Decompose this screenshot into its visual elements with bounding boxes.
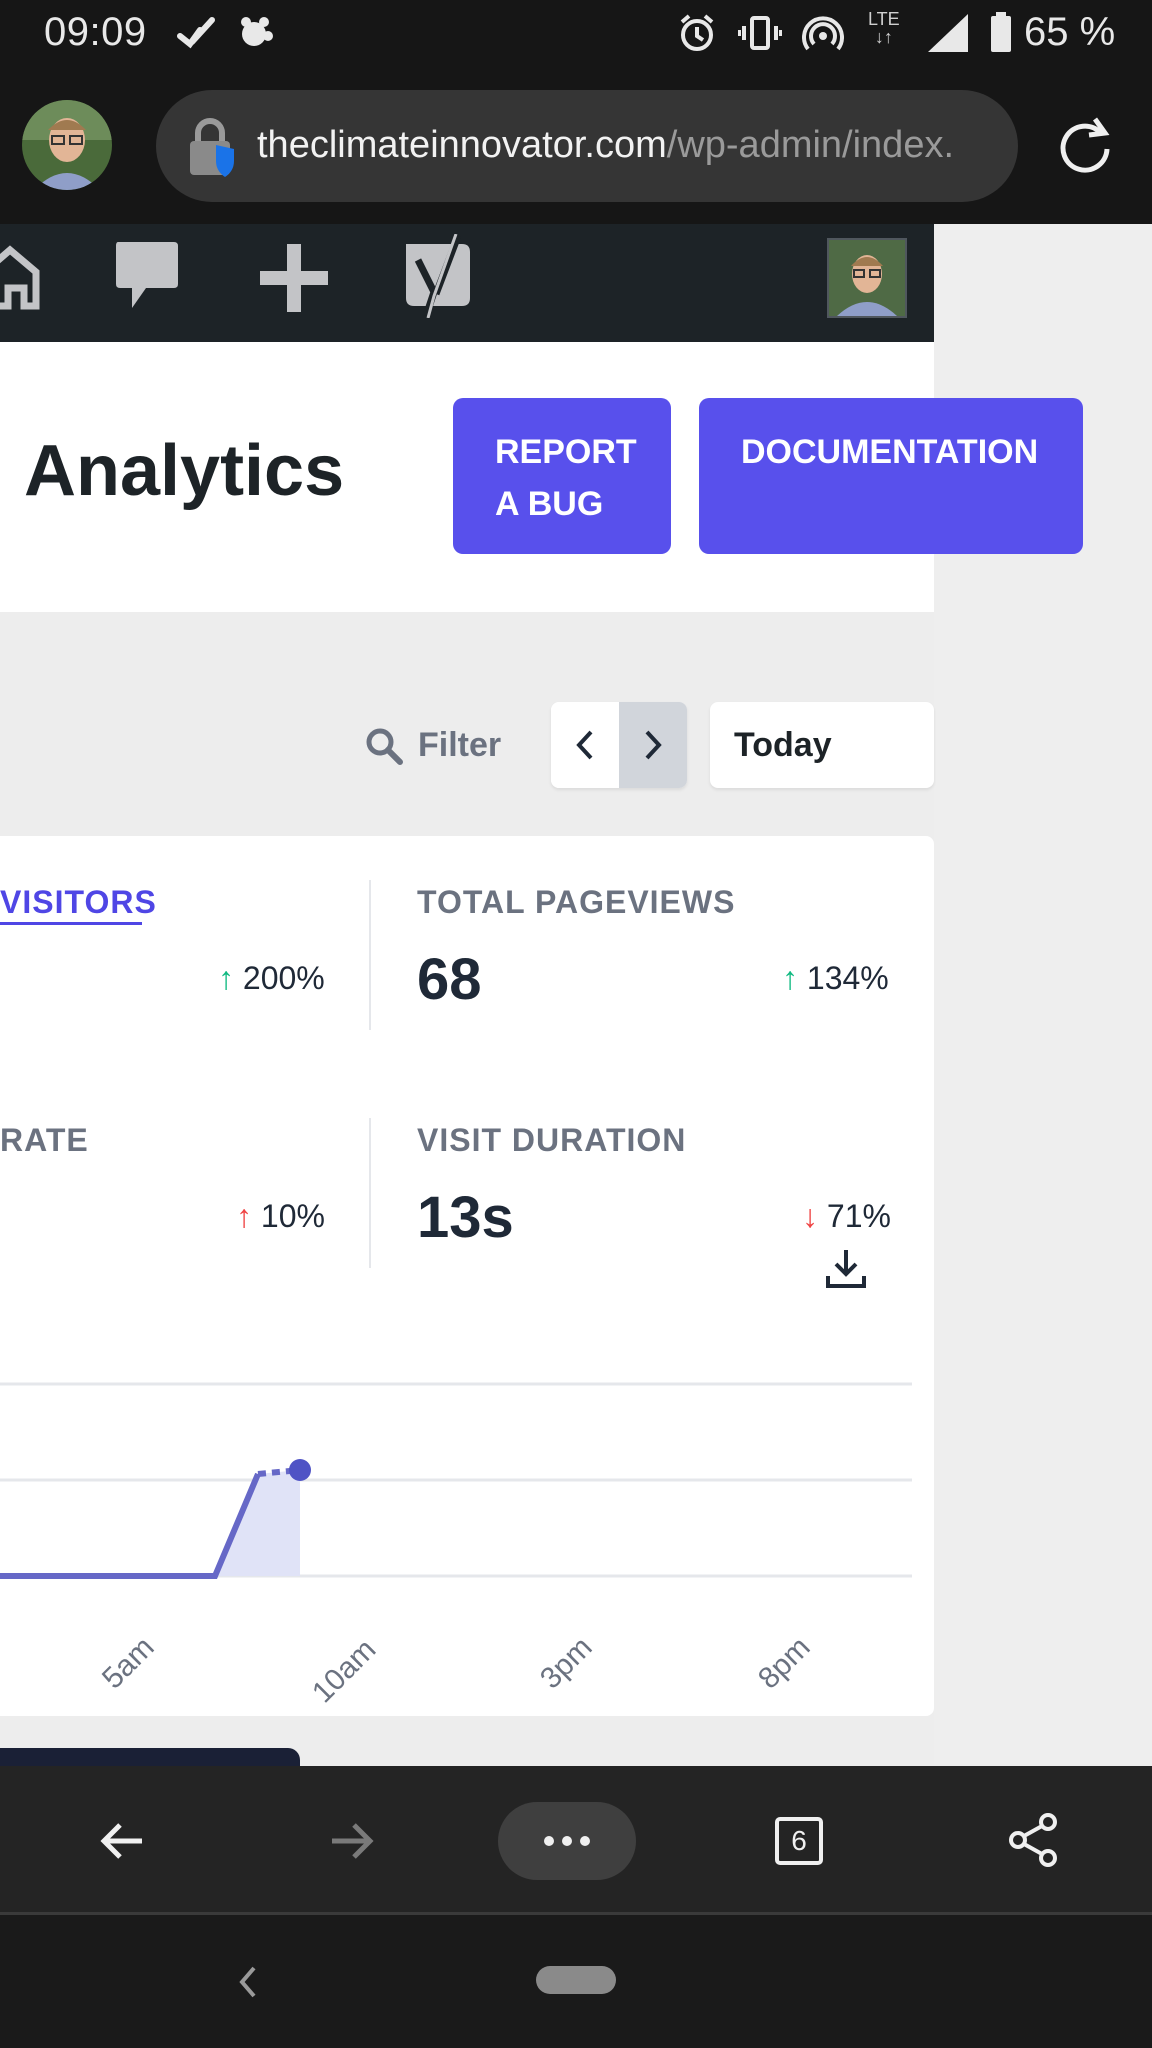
url-text[interactable]: theclimateinnovator.com/wp-admin/index. (257, 124, 955, 166)
divider (369, 880, 371, 1030)
check-notification-icon (177, 17, 215, 49)
profile-avatar[interactable] (22, 100, 112, 190)
more-menu-button[interactable] (498, 1802, 636, 1880)
pageviews-tab[interactable]: TOTAL PAGEVIEWS (417, 884, 736, 920)
chart-point[interactable] (289, 1459, 311, 1481)
vibrate-icon (738, 16, 782, 50)
home-gesture-pill[interactable] (536, 1966, 616, 1994)
network-type: LTE ↓↑ (868, 9, 900, 47)
chevron-left-icon (576, 730, 593, 760)
system-back-icon[interactable] (236, 1964, 260, 2000)
share-icon[interactable] (1006, 1812, 1062, 1868)
admin-user-avatar[interactable] (827, 238, 907, 318)
stats-card (0, 836, 934, 1716)
add-new-icon[interactable] (256, 240, 332, 316)
pageviews-value: 68 (417, 947, 482, 1012)
battery-icon (991, 12, 1011, 52)
pageviews-change: ↑ 134% (782, 960, 889, 996)
battery-level: 65 % (1024, 10, 1116, 54)
url-bar[interactable] (156, 90, 1018, 202)
lock-shield-icon[interactable] (188, 117, 240, 179)
visitors-change: ↑ 200% (218, 960, 325, 996)
date-pager (551, 702, 687, 788)
arrow-down-icon: ↓ (802, 1198, 818, 1234)
page-title: Analytics (24, 431, 345, 511)
documentation-button[interactable]: DOCUMENTATION (699, 398, 1083, 554)
home-icon[interactable] (0, 236, 40, 316)
status-bar: 09:09 LTE ↓↑ 65 % (0, 0, 1152, 68)
visitors-chart (0, 1382, 912, 1579)
app-notification-icon (241, 17, 273, 46)
filter-button[interactable]: Filter (418, 726, 502, 764)
arrow-up-icon: ↑ (236, 1198, 252, 1234)
divider (369, 1118, 371, 1268)
arrow-up-icon: ↑ (218, 960, 234, 996)
hotspot-icon (802, 16, 844, 51)
arrow-up-icon: ↑ (782, 960, 798, 996)
bounce-rate-change: ↑ 10% (236, 1198, 325, 1234)
yoast-icon[interactable] (400, 234, 476, 318)
signal-icon (928, 14, 968, 52)
period-value: Today (734, 726, 832, 764)
forward-arrow-icon[interactable] (326, 1816, 376, 1866)
visit-duration-value: 13s (417, 1185, 514, 1250)
download-icon[interactable] (824, 1246, 868, 1290)
visit-duration-change: ↓ 71% (802, 1198, 891, 1234)
reload-icon[interactable] (1055, 115, 1115, 175)
period-select[interactable]: Today (710, 702, 934, 788)
more-dots-icon (544, 1836, 590, 1846)
alarm-icon (680, 14, 714, 51)
comments-icon[interactable] (112, 238, 182, 318)
visitors-tab[interactable]: VISITORS (0, 884, 157, 920)
visit-duration-tab[interactable]: VISIT DURATION (417, 1122, 687, 1158)
previous-period-button[interactable] (551, 702, 619, 788)
active-tab-underline (0, 922, 142, 925)
next-period-button[interactable] (619, 702, 687, 788)
divider (0, 1912, 1152, 1915)
report-bug-button[interactable]: REPORT A BUG (453, 398, 671, 554)
chevron-right-icon (645, 730, 662, 760)
bounce-rate-tab[interactable]: RATE (0, 1122, 89, 1158)
chart-line (0, 1472, 261, 1579)
search-icon[interactable] (364, 726, 404, 766)
tabs-button[interactable]: 6 (775, 1817, 823, 1865)
back-arrow-icon[interactable] (98, 1816, 148, 1866)
status-time: 09:09 (44, 10, 147, 54)
